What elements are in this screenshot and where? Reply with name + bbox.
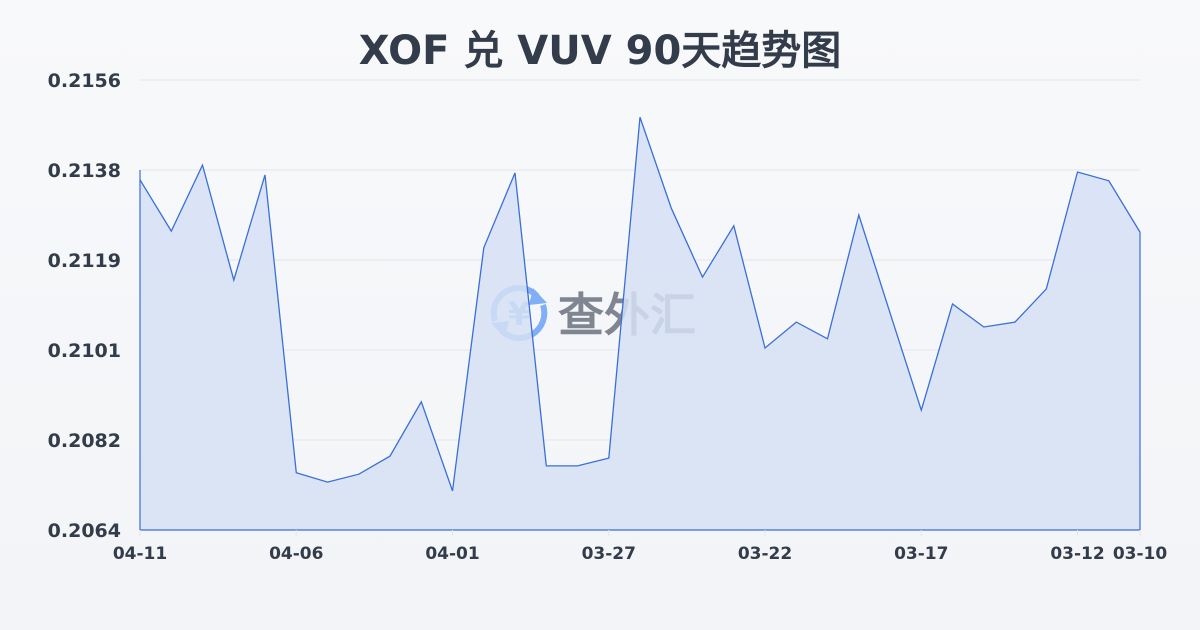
chart-title: XOF 兑 VUV 90天趋势图 <box>358 28 842 74</box>
y-tick-label: 0.2138 <box>48 160 121 182</box>
x-tick-label: 03-27 <box>582 544 636 564</box>
x-tick-label: 04-11 <box>113 544 167 564</box>
y-tick-label: 0.2101 <box>48 340 121 362</box>
x-tick-label: 03-22 <box>738 544 792 564</box>
y-tick-label: 0.2119 <box>48 250 121 272</box>
y-tick-label: 0.2082 <box>48 430 121 452</box>
x-tick-label: 04-06 <box>269 544 323 564</box>
x-tick-label: 03-17 <box>894 544 948 564</box>
series-line <box>139 116 1141 492</box>
x-tick-label: 03-12 <box>1050 544 1104 564</box>
area-fill <box>140 117 1140 530</box>
y-tick-label: 0.2156 <box>48 70 121 92</box>
x-tick-label: 03-10 <box>1113 544 1168 564</box>
y-tick-label: 0.2064 <box>48 520 121 542</box>
x-tick-label: 04-01 <box>425 544 479 564</box>
